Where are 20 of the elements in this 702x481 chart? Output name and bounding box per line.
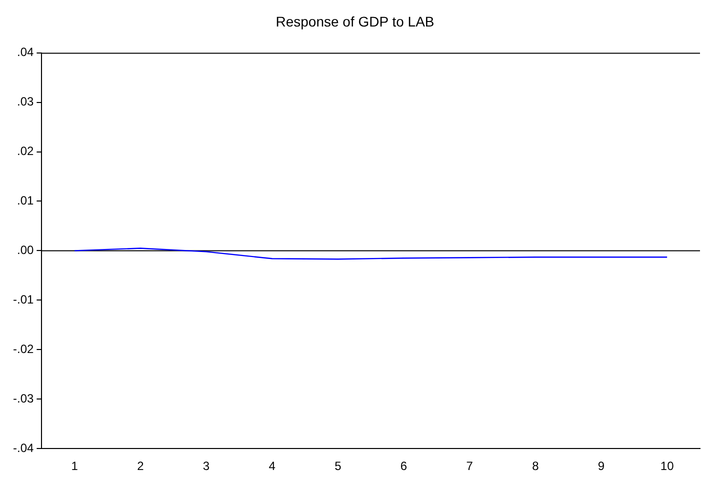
x-tick-label: 4 [268,459,276,474]
y-tick-label: .03 [16,94,34,109]
x-tick-label: 3 [202,459,210,474]
x-tick-label: 9 [598,459,605,474]
x-tick-label: 10 [660,459,674,474]
y-tick-label: -.02 [12,342,34,356]
y-tick-label: -.04 [12,440,34,455]
y-tick-label: .04 [16,45,34,60]
y-tick-label: .01 [16,194,34,208]
x-tick-label: 2 [137,459,144,474]
y-tick-label: -.01 [12,292,34,306]
x-tick-label: 7 [466,459,474,474]
x-tick-label: 8 [532,459,540,474]
x-tick-label: 6 [400,459,408,474]
x-tick-label: 5 [334,459,342,474]
y-tick-label: .02 [16,144,34,158]
chart-title: Response of GDP to LAB [276,13,434,30]
y-tick-label: -.03 [12,391,34,406]
y-tick-label: .00 [16,243,34,258]
x-tick-label: 1 [71,459,78,474]
